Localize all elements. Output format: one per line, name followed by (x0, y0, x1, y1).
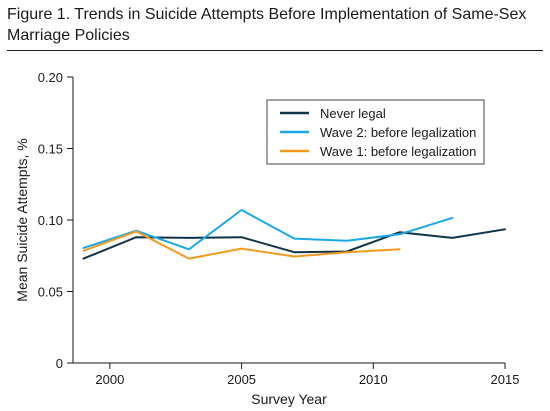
y-tick-label: 0.20 (38, 70, 63, 85)
x-tick-label: 2005 (227, 372, 256, 387)
x-tick-label: 2010 (359, 372, 388, 387)
y-tick-label: 0.10 (38, 213, 63, 228)
title-divider (7, 50, 543, 51)
y-tick-label: 0.05 (38, 285, 63, 300)
legend-label-1: Never legal (320, 106, 386, 121)
y-tick-label: 0 (56, 356, 63, 371)
y-axis-title: Mean Suicide Attempts, % (14, 138, 30, 301)
series-line-3 (82, 230, 401, 260)
series-line-2 (82, 209, 454, 251)
x-tick-label: 2015 (491, 372, 520, 387)
legend-label-3: Wave 1: before legalization (320, 144, 476, 159)
x-tick-label: 2000 (95, 372, 124, 387)
y-tick-label: 0.15 (38, 142, 63, 157)
legend-label-2: Wave 2: before legalization (320, 125, 476, 140)
x-axis-title: Survey Year (251, 391, 327, 407)
figure-title: Figure 1. Trends in Suicide Attempts Bef… (7, 6, 527, 44)
